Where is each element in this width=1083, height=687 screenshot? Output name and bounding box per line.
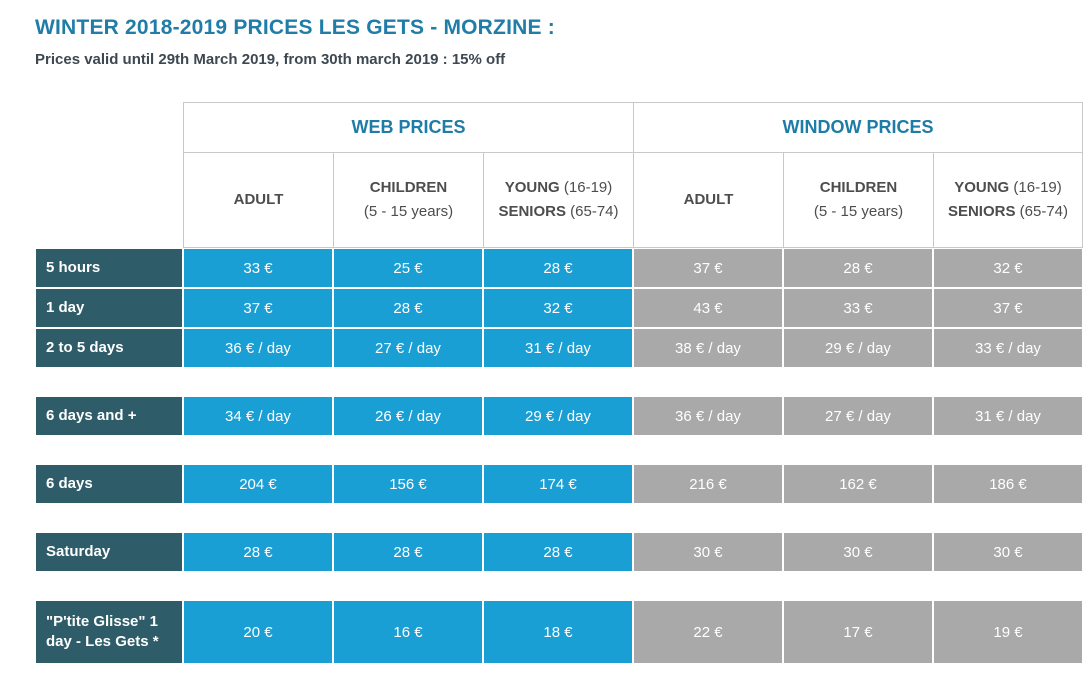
price-cell: 22 € bbox=[633, 600, 783, 664]
row-label: 6 days and + bbox=[35, 396, 183, 436]
price-cell: 19 € bbox=[933, 600, 1083, 664]
price-cell: 34 € / day bbox=[183, 396, 333, 436]
table-row-6-days-and-plus: 6 days and + 34 € / day 26 € / day 29 € … bbox=[35, 396, 1083, 436]
page: WINTER 2018-2019 PRICES LES GETS - MORZI… bbox=[35, 16, 1083, 664]
column-header-window-children: CHILDREN (5 - 15 years) bbox=[783, 152, 933, 248]
price-cell: 26 € / day bbox=[333, 396, 483, 436]
price-cell: 204 € bbox=[183, 464, 333, 504]
table-row-1-day: 1 day 37 € 28 € 32 € 43 € 33 € 37 € bbox=[35, 288, 1083, 328]
page-title: WINTER 2018-2019 PRICES LES GETS - MORZI… bbox=[35, 16, 555, 39]
group-header-window-prices: WINDOW PRICES bbox=[633, 102, 1083, 152]
price-cell: 162 € bbox=[783, 464, 933, 504]
price-cell: 20 € bbox=[183, 600, 333, 664]
header-corner-spacer bbox=[35, 102, 183, 152]
row-label: 6 days bbox=[35, 464, 183, 504]
price-cell: 31 € / day bbox=[483, 328, 633, 368]
price-cell: 30 € bbox=[783, 532, 933, 572]
price-cell: 28 € bbox=[333, 532, 483, 572]
column-header-window-young-seniors: YOUNG (16-19) SENIORS (65-74) bbox=[933, 152, 1083, 248]
price-cell: 37 € bbox=[183, 288, 333, 328]
row-label: Saturday bbox=[35, 532, 183, 572]
page-subtitle: Prices valid until 29th March 2019, from… bbox=[35, 51, 506, 68]
column-header-web-adult: ADULT bbox=[183, 152, 333, 248]
price-cell: 29 € / day bbox=[783, 328, 933, 368]
section-gap bbox=[35, 436, 1083, 464]
price-cell: 32 € bbox=[933, 248, 1083, 288]
price-cell: 32 € bbox=[483, 288, 633, 328]
price-cell: 36 € / day bbox=[633, 396, 783, 436]
price-cell: 174 € bbox=[483, 464, 633, 504]
column-header-web-children: CHILDREN (5 - 15 years) bbox=[333, 152, 483, 248]
row-label: "P'tite Glisse" 1 day - Les Gets * bbox=[35, 600, 183, 664]
price-cell: 37 € bbox=[933, 288, 1083, 328]
table-header: WEB PRICES WINDOW PRICES ADULT CHILDREN(… bbox=[35, 102, 1083, 248]
price-cell: 31 € / day bbox=[933, 396, 1083, 436]
price-cell: 29 € / day bbox=[483, 396, 633, 436]
price-cell: 28 € bbox=[183, 532, 333, 572]
column-header-window-adult: ADULT bbox=[633, 152, 783, 248]
price-cell: 156 € bbox=[333, 464, 483, 504]
price-cell: 18 € bbox=[483, 600, 633, 664]
row-label: 2 to 5 days bbox=[35, 328, 183, 368]
table-row-6-days: 6 days 204 € 156 € 174 € 216 € 162 € 186… bbox=[35, 464, 1083, 504]
section-gap bbox=[35, 504, 1083, 532]
price-cell: 36 € / day bbox=[183, 328, 333, 368]
price-cell: 16 € bbox=[333, 600, 483, 664]
group-header-web-prices: WEB PRICES bbox=[183, 102, 633, 152]
price-cell: 33 € bbox=[183, 248, 333, 288]
price-cell: 186 € bbox=[933, 464, 1083, 504]
table-row-ptite-glisse: "P'tite Glisse" 1 day - Les Gets * 20 € … bbox=[35, 600, 1083, 664]
section-gap bbox=[35, 368, 1083, 396]
table-row-saturday: Saturday 28 € 28 € 28 € 30 € 30 € 30 € bbox=[35, 532, 1083, 572]
price-cell: 28 € bbox=[483, 532, 633, 572]
column-header-web-young-seniors: YOUNG (16-19) SENIORS (65-74) bbox=[483, 152, 633, 248]
price-cell: 28 € bbox=[333, 288, 483, 328]
price-cell: 27 € / day bbox=[333, 328, 483, 368]
price-cell: 33 € / day bbox=[933, 328, 1083, 368]
table-row-5-hours: 5 hours 33 € 25 € 28 € 37 € 28 € 32 € bbox=[35, 248, 1083, 288]
price-cell: 216 € bbox=[633, 464, 783, 504]
price-cell: 37 € bbox=[633, 248, 783, 288]
price-cell: 30 € bbox=[633, 532, 783, 572]
prices-table: WEB PRICES WINDOW PRICES ADULT CHILDREN(… bbox=[35, 102, 1083, 664]
row-label: 5 hours bbox=[35, 248, 183, 288]
price-cell: 33 € bbox=[783, 288, 933, 328]
price-cell: 28 € bbox=[783, 248, 933, 288]
section-gap bbox=[35, 572, 1083, 600]
price-cell: 25 € bbox=[333, 248, 483, 288]
price-cell: 38 € / day bbox=[633, 328, 783, 368]
price-cell: 30 € bbox=[933, 532, 1083, 572]
price-cell: 17 € bbox=[783, 600, 933, 664]
price-cell: 43 € bbox=[633, 288, 783, 328]
header-corner-spacer bbox=[35, 152, 183, 248]
price-cell: 28 € bbox=[483, 248, 633, 288]
price-cell: 27 € / day bbox=[783, 396, 933, 436]
row-label: 1 day bbox=[35, 288, 183, 328]
table-row-2-to-5-days: 2 to 5 days 36 € / day 27 € / day 31 € /… bbox=[35, 328, 1083, 368]
